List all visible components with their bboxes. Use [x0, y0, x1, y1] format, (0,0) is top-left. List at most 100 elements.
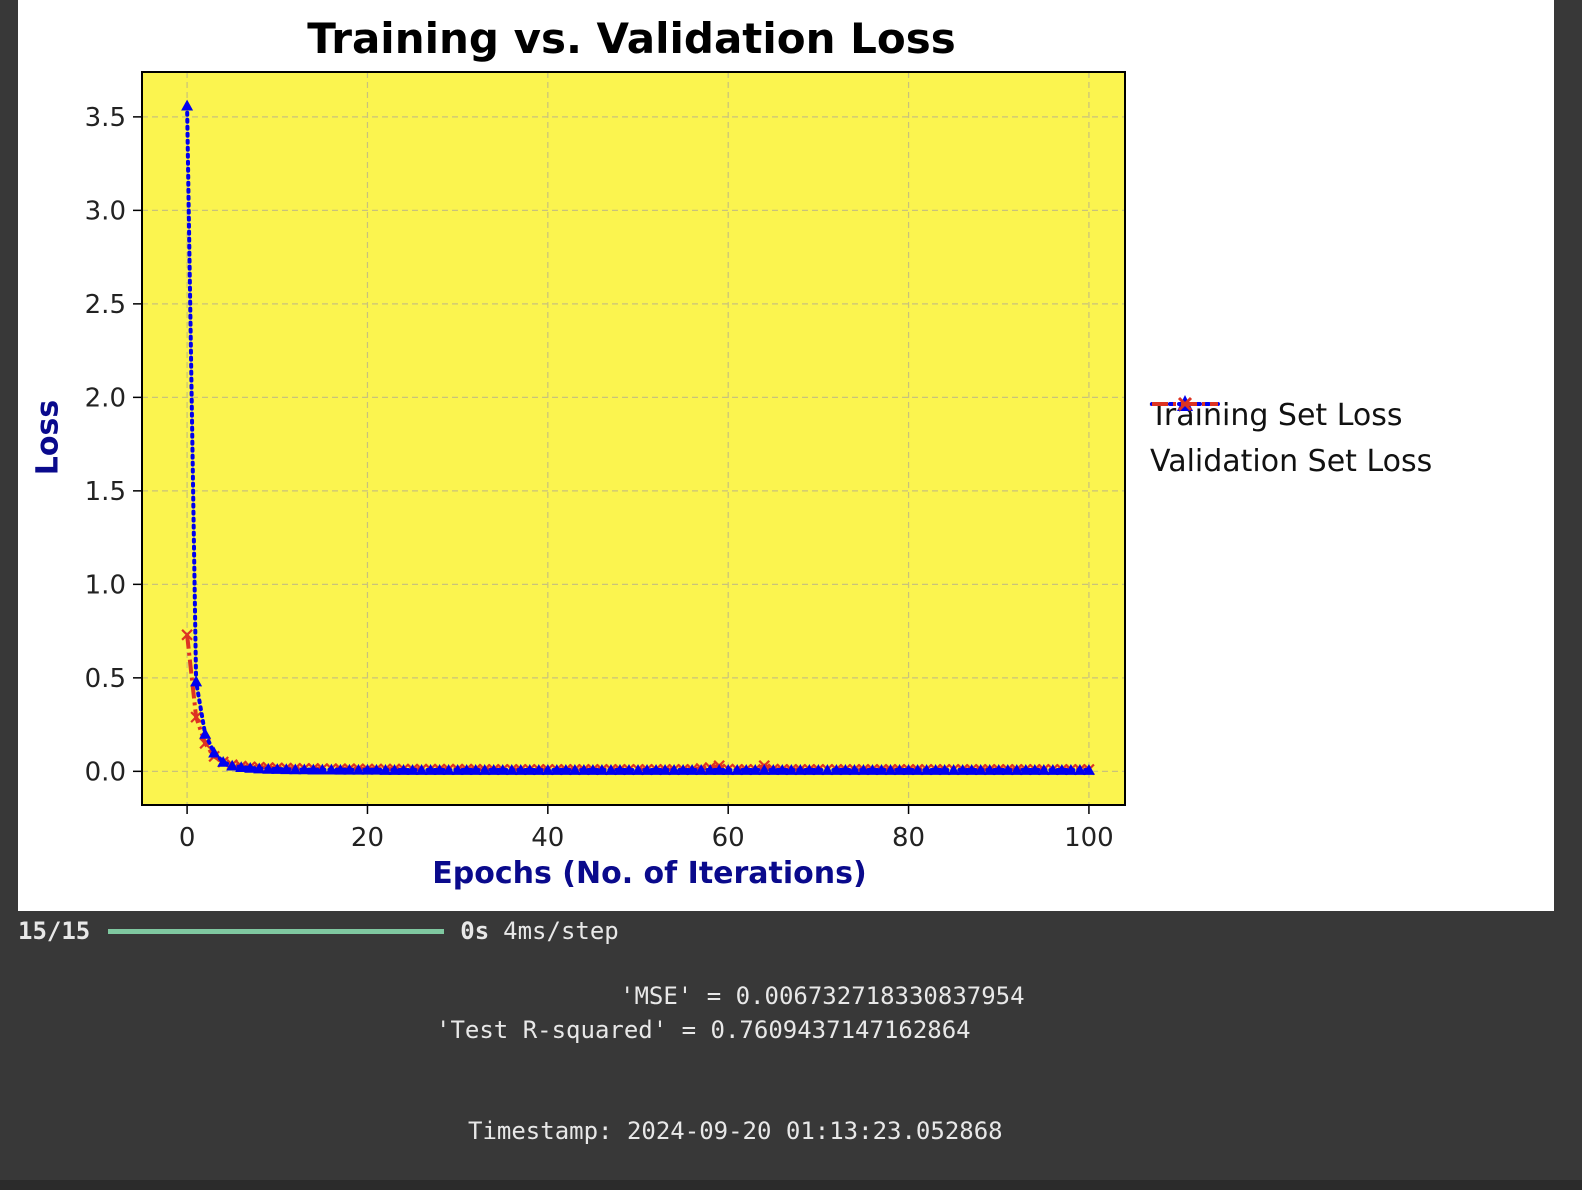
- training-loss-point: [289, 763, 302, 775]
- training-loss-point: [974, 764, 987, 775]
- progress-bar: [108, 928, 445, 934]
- training-loss-point: [713, 764, 726, 775]
- training-loss-point: [235, 761, 248, 773]
- training-loss-point: [902, 764, 915, 775]
- training-loss-point: [803, 764, 816, 775]
- x-tick-label: 20: [351, 823, 384, 853]
- training-loss-point: [253, 762, 266, 774]
- training-loss-point: [460, 764, 473, 775]
- training-loss-point: [280, 763, 293, 775]
- chart-svg: 0 20 40 60 80 100 0.0 0.5 1.0 1.5 2.0 2.5 3.0 3.5: [85, 71, 1126, 853]
- training-loss-point: [469, 764, 482, 775]
- training-loss-point: [776, 764, 789, 775]
- training-loss-point: [325, 763, 338, 775]
- training-loss-point: [505, 764, 518, 775]
- y-tick-label: 1.5: [85, 477, 126, 507]
- training-loss-point: [622, 764, 635, 775]
- y-tick-label: 2.5: [85, 290, 126, 320]
- y-tick-label: 1.0: [85, 570, 126, 600]
- training-loss-point: [307, 763, 320, 775]
- y-tick-label: 3.5: [85, 103, 126, 133]
- training-loss-point: [604, 764, 617, 775]
- training-loss-point: [947, 764, 960, 775]
- y-tick-label: 0.5: [85, 664, 126, 694]
- x-tick-label: 80: [892, 823, 925, 853]
- training-loss-point: [613, 764, 626, 775]
- training-loss-point: [388, 764, 401, 775]
- training-loss-point: [397, 764, 410, 775]
- training-loss-point: [370, 763, 383, 775]
- training-loss-point: [343, 763, 356, 775]
- training-loss-point: [1019, 764, 1032, 775]
- training-loss-point: [821, 764, 834, 775]
- training-loss-point: [244, 761, 257, 773]
- training-loss-point: [334, 763, 347, 775]
- training-loss-point: [559, 764, 572, 775]
- plot-area: [142, 72, 1125, 805]
- chart-legend: Training Set Loss Validation Set Loss: [1150, 392, 1432, 484]
- training-loss-point: [722, 764, 735, 775]
- validation-loss-point: [190, 711, 202, 723]
- training-loss-point: [406, 764, 419, 775]
- training-loss-point: [956, 764, 969, 775]
- training-loss-point: [379, 764, 392, 775]
- training-loss-point: [199, 727, 212, 739]
- training-loss-point: [1073, 764, 1086, 775]
- training-loss-point: [641, 764, 654, 775]
- training-loss-point: [478, 764, 491, 775]
- training-loss-point: [758, 764, 771, 775]
- training-loss-point: [352, 763, 365, 775]
- training-loss-point: [586, 764, 599, 775]
- training-loss-point: [487, 764, 500, 775]
- legend-validation-swatch: [1152, 396, 1218, 412]
- training-loss-point: [740, 764, 753, 775]
- y-tick-label: 3.0: [85, 196, 126, 226]
- chart-title: Training vs. Validation Loss: [307, 14, 956, 63]
- training-loss-point: [226, 759, 239, 771]
- training-loss-point: [632, 764, 645, 775]
- y-axis-label: Loss: [30, 399, 66, 476]
- training-loss-point: [262, 762, 275, 774]
- training-loss-point: [514, 764, 527, 775]
- training-loss-point: [415, 764, 428, 775]
- training-loss-point: [704, 764, 717, 775]
- x-tick-label: 40: [531, 823, 564, 853]
- legend-item-validation: Validation Set Loss: [1150, 396, 1432, 484]
- elapsed-time: 0s: [460, 917, 490, 945]
- console-output: 15/15 0s 4ms/step 'MSE' = 0.006732718330…: [0, 911, 1582, 1190]
- training-loss-point: [812, 764, 825, 775]
- bottom-strip: [0, 1180, 1582, 1190]
- training-loss-point: [659, 764, 672, 775]
- training-loss-point: [884, 764, 897, 775]
- x-tick-label: 100: [1064, 823, 1114, 853]
- training-loss-point: [433, 764, 446, 775]
- training-loss-point: [451, 764, 464, 775]
- training-loss-point: [767, 764, 780, 775]
- training-loss-point: [1046, 764, 1059, 775]
- training-loss-point: [785, 764, 798, 775]
- timestamp-output: Timestamp: 2024-09-20 01:13:23.052868: [468, 1117, 1003, 1145]
- training-loss-point: [550, 764, 563, 775]
- training-loss-point: [749, 764, 762, 775]
- training-loss-point: [650, 764, 663, 775]
- training-loss-point: [938, 764, 951, 775]
- training-loss-point: [1055, 764, 1068, 775]
- y-tick-label: 2.0: [85, 383, 126, 413]
- training-loss-point: [1010, 764, 1023, 775]
- time-per-step: 4ms/step: [503, 917, 619, 945]
- training-loss-point: [496, 764, 509, 775]
- training-loss-point: [316, 763, 329, 775]
- training-loss-point: [442, 764, 455, 775]
- training-loss-point: [677, 764, 690, 775]
- training-loss-point: [848, 764, 861, 775]
- training-loss-point: [577, 764, 590, 775]
- progress-line: 15/15 0s 4ms/step: [18, 917, 619, 945]
- training-loss-point: [1064, 764, 1077, 775]
- training-loss-point: [929, 764, 942, 775]
- mse-output: 'MSE' = 0.006732718330837954: [620, 982, 1025, 1010]
- y-tick-label: 0.0: [85, 757, 126, 787]
- training-loss-point: [532, 764, 545, 775]
- training-loss-point: [965, 764, 978, 775]
- progress-bar-fill: [108, 928, 445, 934]
- training-loss-point: [695, 764, 708, 775]
